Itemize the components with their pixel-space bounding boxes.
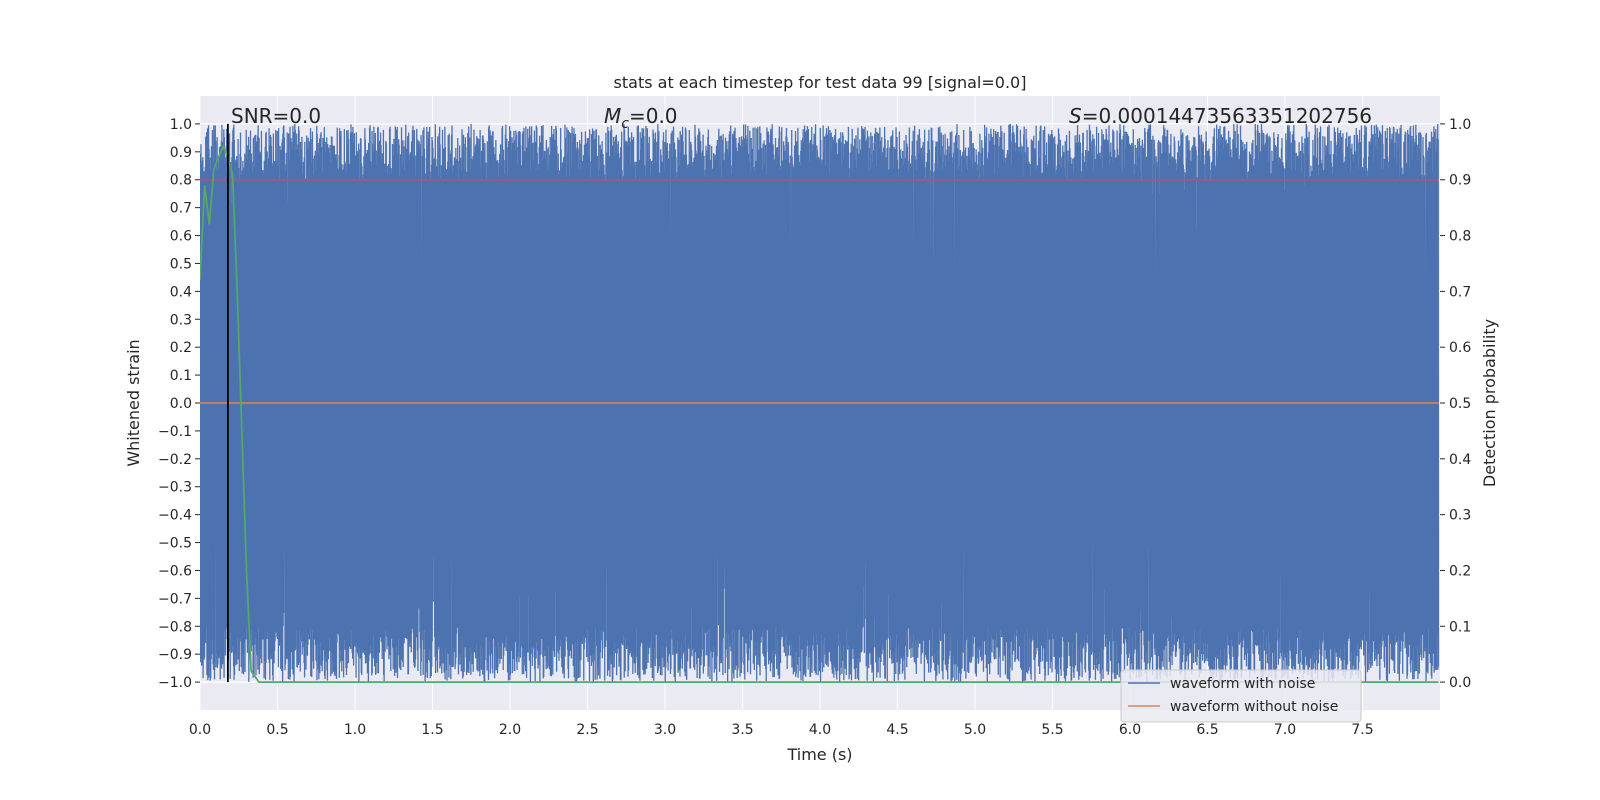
y2-tick-label: 0.9	[1449, 173, 1471, 189]
s-annotation: S=0.00014473563351202756	[1069, 104, 1372, 128]
x-tick-label: 5.5	[1041, 722, 1063, 738]
legend-label-noise: waveform with noise	[1170, 676, 1315, 692]
y-axis-label-left: Whitened strain	[124, 339, 143, 466]
x-tick-label: 3.0	[654, 722, 676, 738]
snr-annotation: SNR=0.0	[231, 104, 321, 128]
y-tick-label: 0.6	[170, 229, 192, 245]
y2-tick-label: 0.4	[1449, 452, 1471, 468]
x-tick-label: 7.5	[1351, 722, 1373, 738]
legend-box	[1120, 669, 1362, 723]
y-tick-label: 0.3	[170, 312, 192, 328]
y2-tick-label: 0.7	[1449, 284, 1471, 300]
y2-tick-label: 0.5	[1449, 396, 1471, 412]
y2-tick-label: 0.8	[1449, 229, 1471, 245]
x-axis-ticks: 0.0 0.5 1.0 1.5 2.0 2.5 3.0 3.5 4.0 4.5 5.0 5.5 6.0 6…	[189, 722, 1374, 738]
x-tick-label: 6.5	[1196, 722, 1218, 738]
y-tick-label: 0.0	[170, 396, 192, 412]
y-tick-label: 1.0	[170, 117, 192, 133]
x-tick-label: 2.0	[499, 722, 521, 738]
legend-label-clean: waveform without noise	[1170, 699, 1338, 715]
x-tick-label: 1.5	[421, 722, 443, 738]
y-axis-left-ticks: 1.0 0.9 0.8 0.7 0.6 0.5 0.4 0.3 0.2 0.1 0.0 −0.1 −0.…	[158, 117, 200, 691]
mc-value: =0.0	[629, 104, 678, 128]
y-tick-label: −0.4	[158, 508, 192, 524]
y-tick-label: 0.9	[170, 145, 192, 161]
series-layer	[200, 123, 1440, 683]
y-axis-label-right: Detection probability	[1480, 319, 1499, 487]
x-tick-label: 4.5	[886, 722, 908, 738]
y2-tick-label: 0.1	[1449, 619, 1471, 635]
y-tick-label: −0.7	[158, 591, 192, 607]
y-tick-label: −1.0	[158, 675, 192, 691]
legend: waveform with noise waveform without noi…	[1120, 669, 1362, 723]
x-tick-label: 4.0	[809, 722, 831, 738]
x-axis-label: Time (s)	[786, 745, 852, 764]
x-tick-label: 5.0	[964, 722, 986, 738]
x-tick-label: 7.0	[1274, 722, 1296, 738]
y-tick-label: 0.2	[170, 340, 192, 356]
mc-subscript: c	[621, 116, 629, 132]
y-tick-label: −0.9	[158, 647, 192, 663]
y2-tick-label: 0.3	[1449, 508, 1471, 524]
chirp-mass-annotation: Mc=0.0	[604, 104, 678, 132]
s-symbol: S	[1069, 104, 1082, 128]
x-tick-label: 1.0	[344, 722, 366, 738]
x-tick-label: 2.5	[576, 722, 598, 738]
noisy-waveform-line	[200, 123, 1440, 683]
y2-tick-label: 1.0	[1449, 117, 1471, 133]
y-tick-label: 0.1	[170, 368, 192, 384]
y-tick-label: −0.6	[158, 563, 192, 579]
x-tick-label: 3.5	[731, 722, 753, 738]
y-tick-label: 0.7	[170, 201, 192, 217]
y-tick-label: 0.4	[170, 284, 192, 300]
x-tick-label: 6.0	[1119, 722, 1141, 738]
y-tick-label: −0.3	[158, 480, 192, 496]
y2-tick-label: 0.6	[1449, 340, 1471, 356]
y2-tick-label: 0.2	[1449, 563, 1471, 579]
y-tick-label: −0.1	[158, 424, 192, 440]
y-tick-label: −0.2	[158, 452, 192, 468]
y-tick-label: 0.5	[170, 256, 192, 272]
y-tick-label: −0.5	[158, 536, 192, 552]
s-value: =0.00014473563351202756	[1082, 104, 1372, 128]
y-tick-label: −0.8	[158, 619, 192, 635]
mc-symbol: M	[604, 104, 621, 128]
detection-probability-line	[200, 143, 1439, 683]
chart-title: stats at each timestep for test data 99 …	[614, 73, 1027, 92]
y-axis-right-ticks: 1.0 0.9 0.8 0.7 0.6 0.5 0.4 0.3 0.2 0.1 0.0	[1440, 117, 1471, 691]
y2-tick-label: 0.0	[1449, 675, 1471, 691]
x-tick-label: 0.0	[189, 722, 211, 738]
y-tick-label: 0.8	[170, 173, 192, 189]
x-tick-label: 0.5	[266, 722, 288, 738]
